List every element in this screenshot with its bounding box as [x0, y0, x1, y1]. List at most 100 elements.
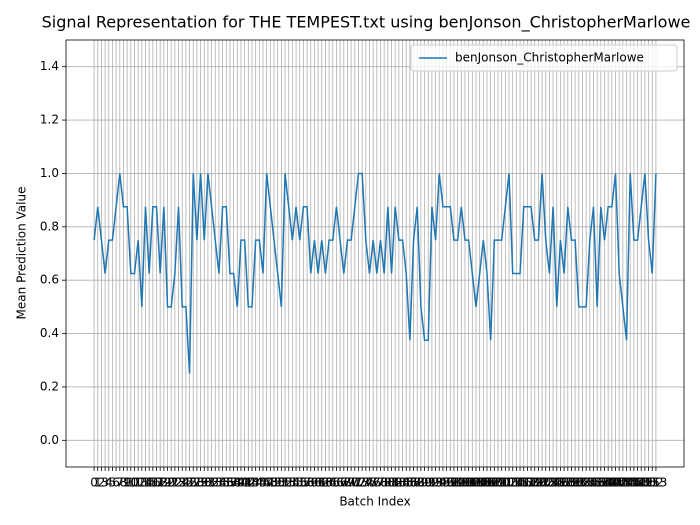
x-tick-label: 101: [454, 476, 477, 490]
x-tick-label: 19: [156, 476, 171, 490]
x-tick-label: 29: [193, 476, 208, 490]
x-tick-label: 91: [421, 476, 436, 490]
x-tick-label: 140: [597, 476, 620, 490]
x-tick-label: 153: [644, 476, 667, 490]
x-tick-label: 75: [362, 476, 377, 490]
x-tick-label: 78: [373, 476, 388, 490]
x-tick-label: 82: [388, 476, 403, 490]
x-tick-label: 41: [237, 476, 252, 490]
x-tick-label: 65: [325, 476, 340, 490]
x-tick-label: 3: [101, 476, 109, 490]
x-tick-label: 54: [285, 476, 300, 490]
x-tick-label: 39: [230, 476, 245, 490]
x-tick-label: 55: [288, 476, 303, 490]
x-tick-label: 40: [233, 476, 248, 490]
x-tick-label: 142: [604, 476, 627, 490]
x-tick-label: 90: [417, 476, 432, 490]
x-tick-label: 93: [428, 476, 443, 490]
y-tick-label: 0.2: [40, 379, 59, 393]
x-tick-label: 47: [259, 476, 274, 490]
x-tick-label: 33: [208, 476, 223, 490]
x-tick-label: 87: [406, 476, 421, 490]
x-tick-label: 105: [468, 476, 491, 490]
x-tick-label: 116: [509, 476, 532, 490]
x-tick-label: 138: [589, 476, 612, 490]
plot-frame: [65, 39, 685, 468]
x-tick-label: 112: [494, 476, 517, 490]
x-tick-label: 2: [98, 476, 106, 490]
x-tick-label: 120: [523, 476, 546, 490]
x-tick-label: 141: [600, 476, 623, 490]
x-tick-label: 128: [553, 476, 576, 490]
x-tick-label: 60: [307, 476, 322, 490]
x-tick-label: 73: [355, 476, 370, 490]
x-tick-label: 123: [534, 476, 557, 490]
x-tick-label: 38: [226, 476, 241, 490]
x-tick-label: 37: [222, 476, 237, 490]
x-tick-label: 86: [402, 476, 417, 490]
x-tick-label: 50: [270, 476, 285, 490]
x-tick-label: 144: [611, 476, 634, 490]
x-tick-label: 64: [321, 476, 336, 490]
x-tick-label: 130: [560, 476, 583, 490]
x-tick-label: 100: [450, 476, 473, 490]
x-tick-label: 11: [127, 476, 142, 490]
x-tick-label: 6: [112, 476, 120, 490]
x-tick-label: 109: [483, 476, 506, 490]
x-tick-label: 147: [622, 476, 645, 490]
x-tick-label: 85: [399, 476, 414, 490]
x-tick-label: 149: [630, 476, 653, 490]
x-tick-label: 48: [263, 476, 278, 490]
x-tick-label: 22: [167, 476, 182, 490]
x-tick-label: 1: [94, 476, 102, 490]
x-tick-label: 67: [332, 476, 347, 490]
x-tick-label: 137: [586, 476, 609, 490]
x-tick-label: 127: [549, 476, 572, 490]
x-tick-label: 129: [556, 476, 579, 490]
x-tick-label: 10: [123, 476, 138, 490]
x-tick-label: 104: [465, 476, 488, 490]
x-tick-label: 34: [211, 476, 226, 490]
x-tick-label: 63: [318, 476, 333, 490]
x-tick-label: 26: [182, 476, 197, 490]
x-tick-label: 57: [296, 476, 311, 490]
x-tick-label: 49: [266, 476, 281, 490]
x-tick-label: 115: [505, 476, 528, 490]
x-tick-label: 88: [410, 476, 425, 490]
x-tick-label: 152: [641, 476, 664, 490]
x-tick-label: 80: [380, 476, 395, 490]
legend-label: benJonson_ChristopherMarlowe: [455, 51, 644, 65]
x-tick-label: 15: [142, 476, 157, 490]
legend: benJonson_ChristopherMarlowe: [410, 44, 678, 72]
x-tick-label: 72: [351, 476, 366, 490]
x-tick-label: 14: [138, 476, 153, 490]
y-tick-label: 0.4: [40, 326, 59, 340]
x-tick-label: 4: [105, 476, 113, 490]
x-tick-label: 35: [215, 476, 230, 490]
x-tick-label: 44: [248, 476, 263, 490]
x-tick-label: 143: [608, 476, 631, 490]
x-tick-label: 96: [439, 476, 454, 490]
data-line: [93, 172, 657, 374]
x-tick-label: 135: [578, 476, 601, 490]
x-tick-label: 7: [116, 476, 124, 490]
x-tick-label: 145: [615, 476, 638, 490]
x-tick-label: 23: [171, 476, 186, 490]
x-tick-label: 42: [241, 476, 256, 490]
x-tick-label: 56: [292, 476, 307, 490]
x-tick-label: 106: [472, 476, 495, 490]
x-tick-label: 103: [461, 476, 484, 490]
x-axis-label: Batch Index: [339, 495, 410, 509]
x-tick-label: 97: [443, 476, 458, 490]
x-tick-label: 69: [340, 476, 355, 490]
x-tick-label: 70: [343, 476, 358, 490]
x-tick-label: 9: [123, 476, 131, 490]
x-tick-label: 46: [255, 476, 270, 490]
x-tick-label: 66: [329, 476, 344, 490]
x-tick-label: 131: [564, 476, 587, 490]
y-tick-label: 1.4: [40, 59, 59, 73]
x-tick-label: 99: [450, 476, 465, 490]
y-tick-label: 0.8: [40, 219, 59, 233]
x-tick-label: 68: [336, 476, 351, 490]
x-tick-label: 31: [200, 476, 215, 490]
